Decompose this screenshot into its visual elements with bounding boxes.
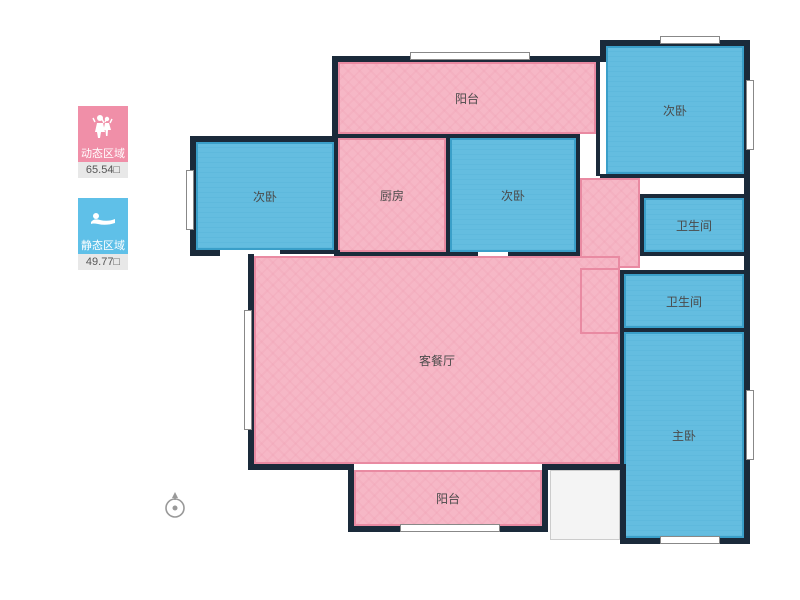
wall bbox=[542, 464, 548, 532]
sleeping-icon bbox=[88, 208, 118, 228]
window bbox=[400, 524, 500, 532]
wall bbox=[446, 134, 450, 254]
room-bedroom-se: 主卧 bbox=[624, 332, 744, 538]
window bbox=[186, 170, 194, 230]
room-label: 次卧 bbox=[253, 188, 277, 205]
wall bbox=[600, 174, 746, 178]
people-icon bbox=[89, 112, 117, 140]
wall bbox=[576, 134, 580, 254]
room-label: 阳台 bbox=[455, 90, 479, 107]
room-label: 厨房 bbox=[380, 187, 404, 204]
wall bbox=[334, 134, 450, 138]
wall bbox=[334, 252, 478, 256]
wall bbox=[620, 332, 624, 466]
wall bbox=[620, 270, 624, 332]
room-hall-e bbox=[580, 268, 620, 334]
room-label: 次卧 bbox=[501, 187, 525, 204]
wall bbox=[450, 134, 580, 138]
room-living: 客餐厅 bbox=[254, 256, 620, 464]
window bbox=[410, 52, 530, 60]
window bbox=[660, 36, 720, 44]
room-label: 客餐厅 bbox=[419, 352, 455, 369]
room-balcony-top: 阳台 bbox=[338, 62, 596, 134]
compass-icon bbox=[162, 490, 188, 520]
wall bbox=[640, 252, 746, 256]
wall bbox=[190, 250, 220, 256]
legend-static-value: 49.77□ bbox=[78, 254, 128, 270]
room-bath-upper: 卫生间 bbox=[644, 198, 744, 252]
window bbox=[746, 80, 754, 150]
wall bbox=[640, 194, 644, 256]
wall bbox=[620, 464, 626, 544]
legend-dynamic-label: 动态区域 bbox=[78, 146, 128, 162]
wall bbox=[620, 270, 746, 274]
wall bbox=[640, 194, 744, 198]
wall bbox=[280, 250, 340, 254]
wall bbox=[542, 464, 624, 470]
room-bedroom-ne: 次卧 bbox=[606, 46, 744, 174]
wall bbox=[620, 328, 746, 332]
room-bath-lower: 卫生间 bbox=[624, 274, 744, 328]
wall bbox=[596, 56, 600, 176]
wall bbox=[248, 464, 352, 470]
stage: 动态区域 65.54□ 静态区域 49.77□ 阳台次卧厨房次卧次卧卫生间卫生间… bbox=[0, 0, 800, 600]
legend-static-label: 静态区域 bbox=[78, 238, 128, 254]
wall bbox=[508, 252, 580, 256]
wall bbox=[190, 136, 338, 142]
room-label: 阳台 bbox=[436, 490, 460, 507]
window bbox=[746, 390, 754, 460]
legend-dynamic-value: 65.54□ bbox=[78, 162, 128, 178]
room-label: 次卧 bbox=[663, 102, 687, 119]
wall bbox=[332, 56, 338, 136]
room-bedroom-mid: 次卧 bbox=[450, 138, 576, 252]
wall bbox=[334, 134, 338, 254]
room-label: 卫生间 bbox=[676, 217, 712, 234]
room-label: 主卧 bbox=[672, 427, 696, 444]
room-label: 卫生间 bbox=[666, 293, 702, 310]
window bbox=[660, 536, 720, 544]
legend-static-icon-box bbox=[78, 198, 128, 238]
room-hall-ne bbox=[580, 178, 640, 268]
legend-dynamic-icon-box bbox=[78, 106, 128, 146]
wall bbox=[348, 464, 354, 532]
room-kitchen: 厨房 bbox=[338, 138, 446, 252]
room-bedroom-nw: 次卧 bbox=[196, 142, 334, 250]
room-balcony-bot: 阳台 bbox=[354, 470, 542, 526]
window bbox=[244, 310, 252, 430]
room-ac-ledge bbox=[550, 470, 620, 540]
